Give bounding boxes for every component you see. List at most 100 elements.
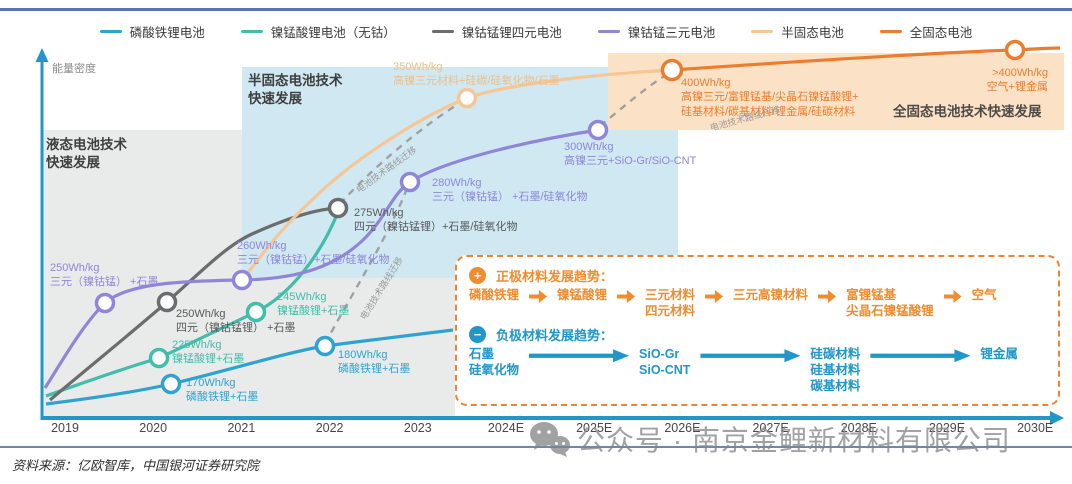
region-title-semi-solid: 半固态电池技术 快速发展 [248, 73, 343, 106]
minus-icon: − [469, 325, 486, 343]
point-275whkg [327, 197, 349, 219]
point-label: 250Wh/kg 三元（镍钴锰） +石墨 [50, 262, 159, 289]
legend-item: 镍锰酸锂电池（无钴） [240, 22, 396, 41]
legend-label: 镍钴锰三元电池 [627, 26, 716, 40]
legend-swatch-icon [597, 30, 620, 33]
top-rule [0, 8, 1072, 11]
point-label: 245Wh/kg 镍锰酸锂+石墨 [277, 291, 350, 318]
point-180whkg [314, 335, 336, 357]
material-step: 磷酸铁锂 [469, 288, 520, 302]
point-label: 350Wh/kg 高镍三元材料+硅碳/硅氧化物/石墨 [393, 61, 560, 88]
point-label: 300Wh/kg 高镍三元+SiO-Gr/SiO-CNT [564, 141, 697, 168]
point-350whkg [456, 87, 478, 109]
anode-trend-title: 负极材料发展趋势： [496, 327, 614, 343]
curve-lnmo [45, 211, 340, 398]
point-300whkg [587, 119, 609, 141]
legend-item: 半固态电池 [751, 22, 844, 41]
cathode-material-flow: 磷酸铁锂 镍锰酸锂 三元材料 四元材料 三元高镍材料 富锂锰基 尖晶石镍锰酸锂 空气 [469, 288, 1044, 319]
material-step: 石墨 硅氧化物 [469, 347, 520, 377]
flow-arrow-icon [943, 290, 962, 303]
region-solid-state-battery [608, 53, 1064, 130]
curve-semi-solid [242, 68, 673, 279]
material-trend-box: + 正极材料发展趋势： 磷酸铁锂 镍锰酸锂 三元材料 四元材料 三元高镍材料 富锂锰基 尖晶… [455, 255, 1060, 406]
point-label: 400Wh/kg 高镍三元/富锂锰基/尖晶石镍锰酸锂+ 硅基材料/碳基材料/锂金属/… [681, 77, 859, 118]
material-step: 硅碳材料 硅基材料 碳基材料 [810, 347, 861, 393]
material-step: 富锂锰基 尖晶石镍锰酸锂 [846, 288, 934, 318]
wechat-icon [530, 422, 570, 457]
point-245whkg [245, 301, 267, 323]
material-step: 空气 [971, 288, 997, 302]
data-point-markers [94, 39, 1026, 395]
legend-item: 镍钴锰锂四元电池 [431, 22, 562, 41]
x-tick-label: 2027E [752, 421, 789, 435]
anode-material-flow: 石墨 硅氧化物 SiO-Gr SiO-CNT 硅碳材料 硅基材料 碳基材料 锂金属 [469, 347, 1044, 394]
x-tick-label: 2025E [576, 421, 613, 435]
x-tick-label: 2021 [227, 421, 256, 435]
region-title-liquid: 液态电池技术 快速发展 [46, 137, 127, 170]
point-250whkg-ternary [94, 292, 116, 314]
x-tick-label: 2019 [51, 421, 79, 435]
flow-arrow-icon [700, 349, 801, 363]
watermark-text: 公众号 · 南京金鲤新材料有限公司 [577, 425, 1011, 456]
legend-label: 磷酸铁锂电池 [129, 26, 205, 40]
point-gt400whkg [1004, 39, 1026, 61]
x-tick-label: 2028E [840, 421, 877, 435]
x-tick-label: 2024E [487, 421, 525, 435]
migration-dash-2 [339, 100, 463, 205]
legend-swatch-icon [751, 30, 774, 33]
legend-label: 镍钴锰锂四元电池 [461, 26, 562, 40]
flow-arrow-icon [617, 290, 636, 303]
legend-swatch-icon [240, 30, 263, 33]
x-tick-label: 2023 [403, 421, 432, 435]
point-label: 225Wh/kg 镍锰酸锂+石墨 [172, 339, 245, 366]
flow-arrow-icon [529, 290, 548, 303]
point-260whkg [231, 269, 253, 291]
region-title-solid-state: 全固态电池技术快速发展 [893, 104, 1042, 119]
point-label: >400Wh/kg 空气+锂金属 [986, 67, 1048, 94]
point-label: 280Wh/kg 三元（镍钴锰） +石墨/硅氧化物 [432, 177, 588, 204]
point-170whkg [160, 373, 182, 395]
legend-swatch-icon [431, 30, 454, 33]
footer-divider [0, 446, 1072, 448]
flow-arrow-icon [818, 290, 837, 303]
legend-item: 磷酸铁锂电池 [99, 22, 205, 41]
point-280whkg [399, 171, 421, 193]
legend-label: 镍锰酸锂电池（无钴） [270, 26, 396, 40]
material-step: SiO-Gr SiO-CNT [639, 347, 691, 377]
material-step: 镍锰酸锂 [557, 288, 608, 302]
point-250whkg-quad [156, 291, 178, 313]
x-tick-label: 2022 [315, 421, 344, 435]
x-axis-tick-labels: 2019 2020 2021 2022 2023 2024E 2025E 2026E 2027E… [0, 421, 1072, 437]
legend-label: 半固态电池 [781, 26, 844, 40]
migration-dash-3 [599, 72, 669, 127]
legend-label: 全固态电池 [909, 26, 973, 40]
material-step: 三元高镍材料 [733, 288, 809, 302]
plus-icon: + [469, 266, 486, 284]
migration-dash-1 [323, 185, 410, 345]
y-axis-arrow-icon [35, 48, 49, 62]
legend-item: 全固态电池 [879, 22, 973, 41]
chart-legend: 磷酸铁锂电池 镍锰酸锂电池（无钴） 镍钴锰锂四元电池 镍钴锰三元电池 半固态电池 全固态电… [0, 22, 1072, 41]
cathode-trend-header: + 正极材料发展趋势： [469, 264, 1044, 286]
point-label: 180Wh/kg 磷酸铁锂+石墨 [338, 349, 411, 376]
x-tick-label: 2029E [928, 421, 966, 435]
point-225whkg [148, 347, 170, 369]
flow-arrow-icon [529, 349, 630, 363]
y-axis-label: 能量密度 [52, 63, 96, 75]
curve-lfp [45, 328, 454, 406]
source-note: 资料来源：亿欧智库，中国银河证券研究院 [12, 458, 260, 473]
watermark: 公众号 · 南京金鲤新材料有限公司 [527, 419, 1011, 459]
x-tick-label: 2026E [664, 421, 701, 435]
x-tick-label: 2030E [1017, 421, 1054, 435]
material-step: 三元材料 四元材料 [645, 288, 696, 318]
anode-trend-header: − 负极材料发展趋势： [469, 323, 1044, 345]
point-400whkg [660, 58, 684, 82]
legend-swatch-icon [879, 30, 902, 33]
point-label: 170Wh/kg 磷酸铁锂+石墨 [186, 377, 259, 404]
flow-arrow-icon [705, 290, 724, 303]
legend-item: 镍钴锰三元电池 [597, 22, 716, 41]
legend-swatch-icon [99, 30, 122, 33]
point-label: 250Wh/kg 四元（镍钴锰锂） +石墨 [176, 308, 296, 335]
